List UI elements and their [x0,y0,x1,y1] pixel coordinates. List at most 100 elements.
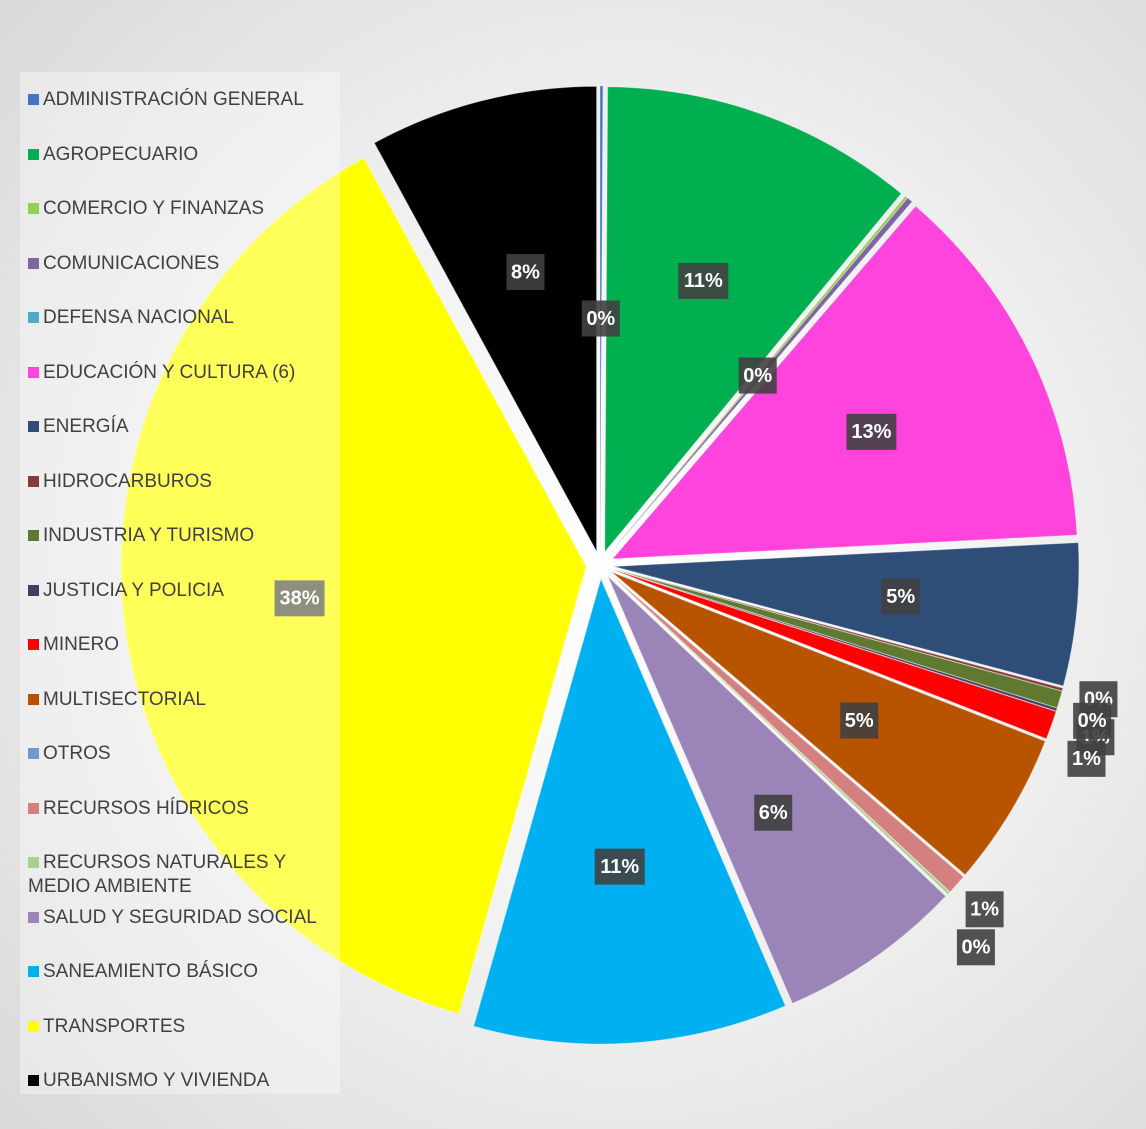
legend-label: MULTISECTORIAL [43,688,206,710]
legend-label: ADMINISTRACIÓN GENERAL [43,89,304,110]
legend-swatch [28,584,39,596]
label-box [965,891,1004,928]
legend-item: DEFENSA NACIONAL [28,306,338,330]
legend-item: AGROPECUARIO [28,143,338,167]
slice [613,568,1064,692]
legend-swatch [28,748,39,759]
legend-label: EDUCACIÓN Y CULTURA (6) [43,361,296,383]
legend-label: TRANSPORTES [43,1015,186,1037]
legend-item: INDUSTRIA Y TURISMO [28,524,338,548]
data-label: 38% [280,588,320,610]
legend-item: RECURSOS HÍDRICOS [28,797,338,821]
legend-item: MULTISECTORIAL [28,688,338,712]
slice [613,568,1058,712]
label-box [846,413,897,450]
label-box [274,580,325,617]
data-label: 6% [759,802,788,824]
label-box [581,300,620,337]
legend-label: AGROPECUARIO [43,143,199,165]
legend-label: INDUSTRIA Y TURISMO [43,525,255,546]
label-box [506,254,545,291]
data-label: 5% [845,710,874,732]
data-label: 0% [586,308,615,330]
legend-item: EDUCACIÓN Y CULTURA (6) [28,361,338,385]
data-label: 1% [970,899,999,921]
legend-label: MINERO [43,634,119,655]
legend-swatch [28,475,39,487]
label-box [1067,740,1106,777]
slice [613,568,1063,709]
slice [611,205,1078,560]
slice [613,569,1057,740]
slice [604,86,902,554]
legend-item: ADMINISTRACIÓN GENERAL [28,88,338,112]
slice [599,85,604,552]
legend-item: HIDROCARBUROS [28,470,338,494]
legend-item: SALUD Y SEGURIDAD SOCIAL [28,906,338,930]
legend-swatch [28,857,39,868]
data-label: 0% [961,937,990,959]
legend-swatch [28,911,39,923]
legend-label: RECURSOS HÍDRICOS [43,797,249,819]
slice [613,542,1080,687]
legend-swatch [28,693,39,705]
data-label: 0% [743,365,772,387]
legend-label: ENERGÍA [43,416,129,437]
legend-swatch [28,1020,39,1032]
legend-swatch [28,1075,39,1086]
legend-item: RECURSOS NATURALES Y MEDIO AMBIENTE [28,851,338,899]
legend-label: HIDROCARBUROS [43,470,212,492]
legend-label: RECURSOS NATURALES Y MEDIO AMBIENTE [28,852,286,897]
legend-swatch [28,421,39,432]
label-box [881,578,920,615]
legend-label: COMERCIO Y FINANZAS [43,198,264,219]
legend: ADMINISTRACIÓN GENERAL AGROPECUARIO COMERC… [20,72,340,1094]
legend-swatch [28,639,39,650]
legend-label: SANEAMIENTO BÁSICO [43,961,259,982]
data-label: 5% [886,586,915,608]
legend-swatch [28,530,39,541]
legend-label: JUSTICIA Y POLICIA [43,579,224,601]
legend-item: ENERGÍA [28,415,338,439]
legend-label: OTROS [43,743,111,764]
legend-swatch [28,257,39,269]
data-label: 11% [600,856,639,878]
slice [610,573,965,893]
label-box [738,357,777,394]
slice [120,157,587,1015]
label-box [956,929,995,966]
slice [473,577,787,1045]
slice [611,571,1046,876]
legend-item: COMUNICACIONES [28,252,338,276]
legend-swatch [28,312,39,323]
legend-swatch [28,94,39,105]
legend-item: COMERCIO Y FINANZAS [28,197,338,221]
data-label: 1% [1072,748,1101,770]
legend-label: SALUD Y SEGURIDAD SOCIAL [43,906,317,928]
legend-swatch [28,966,39,977]
legend-item: SANEAMIENTO BÁSICO [28,960,338,984]
slice [609,574,951,896]
legend-swatch [28,203,39,214]
slice [607,576,947,1004]
data-label: 11% [684,270,723,292]
legend-label: DEFENSA NACIONAL [43,307,235,328]
label-box [754,794,793,831]
legend-swatch [28,148,39,160]
label-box [1073,702,1112,739]
data-label: 0% [1078,710,1107,732]
label-box [594,848,645,885]
legend-item: JUSTICIA Y POLICIA [28,579,338,603]
legend-item: URBANISMO Y VIVIENDA [28,1069,338,1093]
legend-swatch [28,802,39,814]
legend-swatch [28,366,39,378]
data-label: 8% [511,261,540,283]
label-box [678,262,729,299]
legend-item: OTROS [28,742,338,766]
legend-item: MINERO [28,633,338,657]
slice [373,85,598,552]
label-box [840,702,879,739]
legend-label: COMUNICACIONES [43,252,220,274]
